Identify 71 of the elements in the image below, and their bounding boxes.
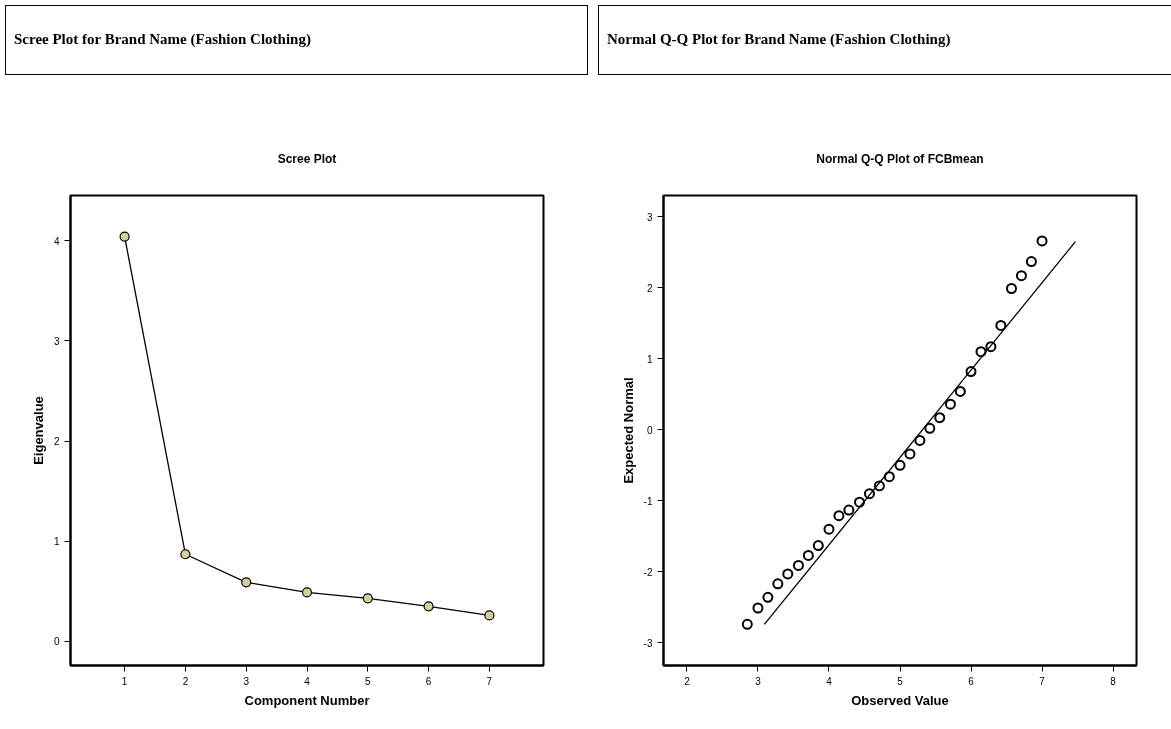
y-tick-label: 0	[646, 424, 653, 436]
point	[782, 568, 794, 580]
point	[954, 385, 966, 397]
point	[762, 591, 774, 603]
y-tick-label: 3	[53, 335, 60, 347]
point	[484, 610, 495, 621]
point	[873, 480, 885, 492]
point	[823, 523, 835, 535]
x-tick-label: 7	[486, 675, 493, 687]
point	[1006, 283, 1017, 294]
point	[995, 319, 1007, 331]
point	[985, 341, 997, 353]
point	[975, 346, 987, 358]
x-tick-label: 5	[897, 675, 904, 687]
x-tick-label: 1	[121, 675, 128, 687]
point	[894, 459, 906, 471]
chart-subtitle: Scree Plot	[277, 151, 337, 166]
y-tick-label: 0	[53, 636, 60, 648]
x-tick-label: 5	[365, 675, 372, 687]
y-tick-label: -3	[643, 637, 653, 649]
point	[802, 549, 814, 561]
y-tick-label: 1	[53, 536, 60, 548]
point	[241, 577, 252, 588]
point	[119, 231, 130, 242]
x-tick-label: 2	[182, 675, 189, 687]
point	[792, 559, 804, 571]
point	[944, 398, 956, 410]
point	[854, 496, 866, 508]
point	[883, 471, 895, 483]
y-axis-title: Expected Normal	[620, 377, 636, 484]
x-tick-label: 2	[684, 675, 691, 687]
y-tick-label: 2	[53, 436, 60, 448]
point	[904, 448, 916, 460]
point	[180, 549, 191, 560]
point	[1025, 256, 1037, 268]
x-tick-label: 6	[968, 675, 975, 687]
point	[965, 366, 977, 378]
point	[934, 412, 946, 424]
x-axis-title: Component Number	[244, 692, 370, 708]
point	[741, 618, 753, 630]
chart-title: Scree Plot for Brand Name (Fashion Clothing)	[14, 30, 311, 50]
y-axis-title: Eigenvalue	[30, 396, 46, 465]
chart-title: Normal Q-Q Plot for Brand Name (Fashion Clothing)	[607, 30, 951, 50]
y-tick-label: 2	[646, 282, 653, 294]
point	[924, 422, 936, 434]
y-tick-label: -2	[643, 566, 653, 578]
point	[752, 602, 764, 614]
x-axis-title: Observed Value	[851, 692, 949, 708]
y-tick-label: -1	[643, 495, 653, 507]
point	[914, 434, 926, 446]
point	[863, 488, 875, 500]
x-tick-label: 8	[1110, 675, 1117, 687]
x-tick-label: 4	[304, 675, 311, 687]
x-tick-label: 3	[755, 675, 762, 687]
point	[423, 601, 434, 612]
point	[833, 510, 845, 522]
x-tick-label: 7	[1039, 675, 1046, 687]
x-tick-label: 3	[243, 675, 250, 687]
x-tick-label: 6	[425, 675, 432, 687]
point	[812, 540, 824, 552]
chart-subtitle: Normal Q-Q Plot of FCBmean	[816, 151, 984, 166]
point	[843, 504, 855, 516]
y-tick-label: 4	[53, 235, 60, 247]
point	[1015, 270, 1027, 282]
point	[772, 578, 784, 590]
y-tick-label: 1	[646, 353, 653, 365]
point	[362, 593, 373, 604]
x-tick-label: 4	[826, 675, 833, 687]
point	[1036, 235, 1048, 247]
point	[301, 587, 313, 598]
y-tick-label: 3	[646, 211, 653, 223]
